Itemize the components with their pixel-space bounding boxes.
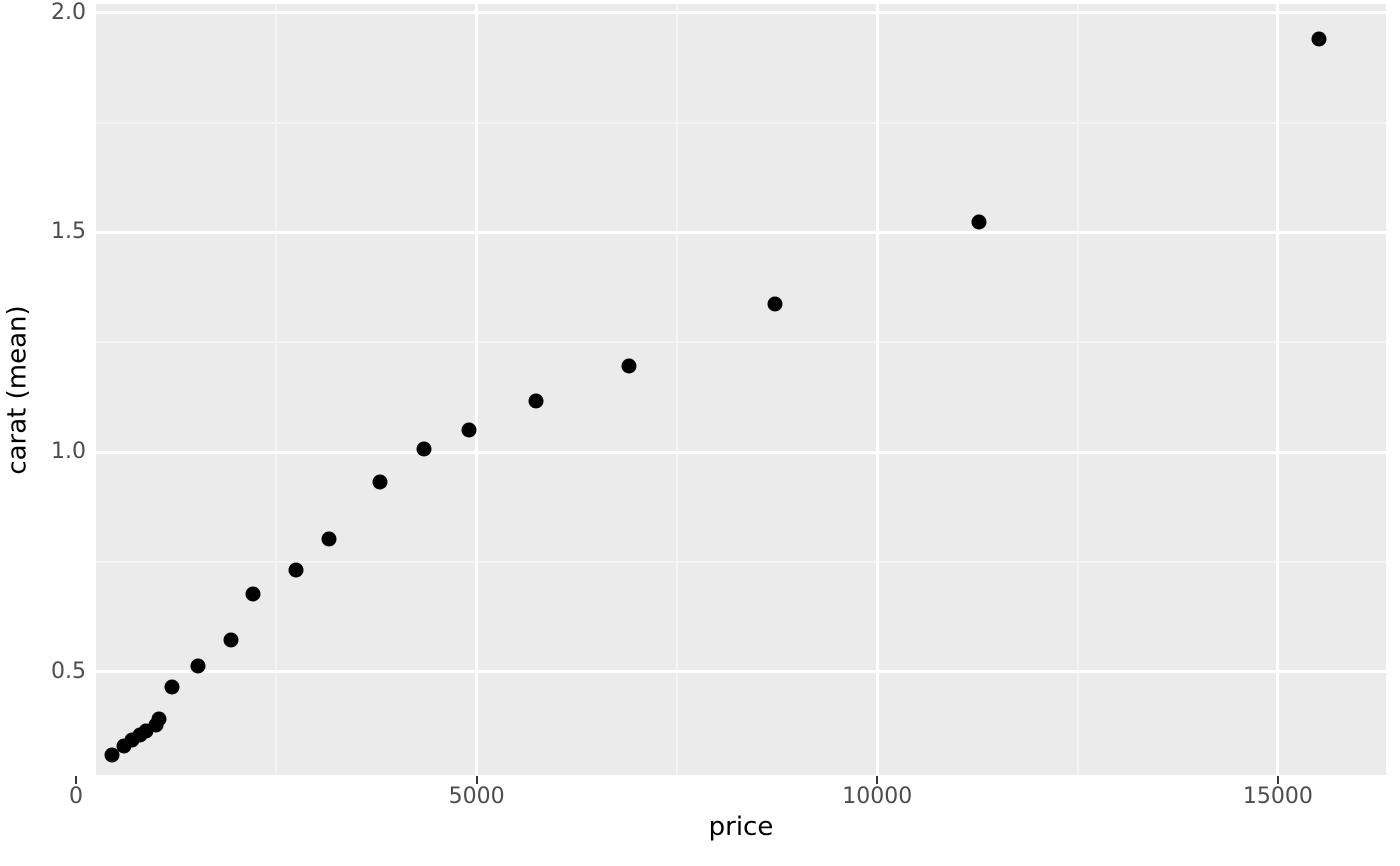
gridline-minor-vertical xyxy=(275,4,278,775)
gridline-minor-horizontal xyxy=(96,560,1386,563)
x-tick-label: 10000 xyxy=(842,784,913,809)
y-tick-label: 0.5 xyxy=(51,658,86,684)
gridline-major-horizontal xyxy=(96,670,1386,674)
gridline-major-horizontal xyxy=(96,450,1386,454)
data-point xyxy=(288,562,303,578)
data-point xyxy=(321,531,337,547)
y-tick-label: 1.0 xyxy=(51,439,86,465)
data-point xyxy=(416,441,432,457)
gridline-minor-vertical xyxy=(675,4,678,775)
data-point xyxy=(151,711,167,727)
y-tick-label: 1.5 xyxy=(51,219,86,245)
x-tick-mark xyxy=(475,776,478,784)
x-tick-mark xyxy=(876,776,879,784)
x-tick-label: 0 xyxy=(68,784,83,809)
data-point xyxy=(767,296,783,312)
data-point xyxy=(245,586,261,602)
gridline-major-horizontal xyxy=(96,230,1386,234)
y-axis-ticks: 0.5 1.0 1.5 2.0 xyxy=(20,0,114,780)
x-tick-label: 5000 xyxy=(448,784,505,809)
plot-panel xyxy=(96,4,1386,775)
data-point xyxy=(190,658,206,674)
gridline-major-vertical xyxy=(1276,4,1280,775)
x-tick-mark xyxy=(74,776,77,784)
x-tick-label: 15000 xyxy=(1242,784,1313,809)
data-point xyxy=(164,679,180,695)
data-point xyxy=(528,393,544,409)
x-tick-mark xyxy=(1276,776,1279,784)
gridline-minor-vertical xyxy=(1076,4,1079,775)
data-point xyxy=(461,422,477,438)
data-point xyxy=(104,747,120,763)
data-point xyxy=(223,632,239,648)
y-tick-label: 2.0 xyxy=(51,0,86,25)
data-point xyxy=(372,474,388,490)
data-point xyxy=(621,358,637,374)
x-axis-title: price xyxy=(708,812,774,842)
gridline-minor-horizontal xyxy=(96,121,1386,124)
data-point xyxy=(1311,31,1327,47)
gridline-minor-horizontal xyxy=(96,341,1386,344)
gridline-major-vertical xyxy=(475,4,479,775)
gridline-major-horizontal xyxy=(96,11,1386,15)
data-point xyxy=(971,214,987,230)
gridline-major-vertical xyxy=(875,4,879,775)
